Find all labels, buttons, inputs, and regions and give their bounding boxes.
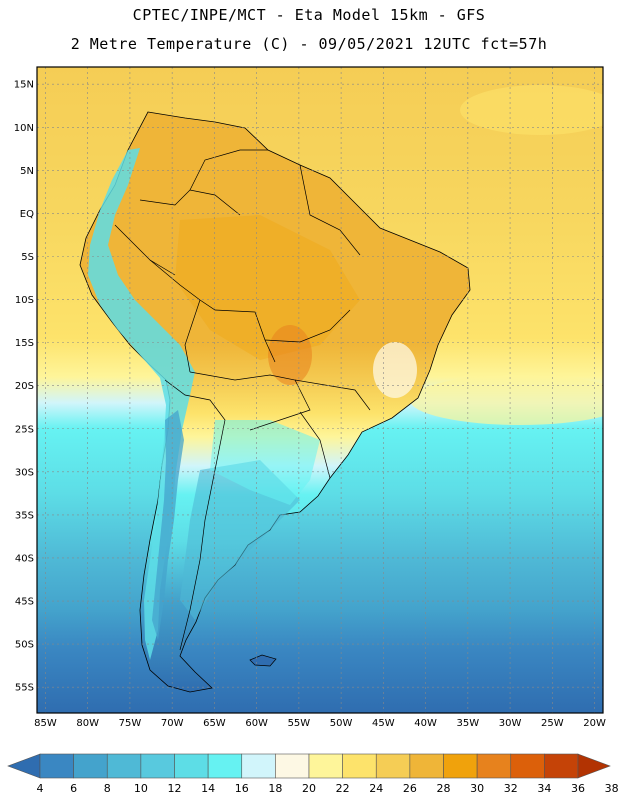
colorbar-tick-label: 32 bbox=[504, 782, 518, 795]
colorbar-tick-label: 6 bbox=[70, 782, 77, 795]
lon-label: 40W bbox=[414, 718, 437, 729]
colorbar-swatch bbox=[207, 753, 243, 779]
lat-label: 50S bbox=[15, 640, 34, 651]
colorbar-tick-label: 28 bbox=[437, 782, 451, 795]
colorbar-swatch bbox=[342, 753, 377, 779]
colorbar-tick-label: 34 bbox=[537, 782, 551, 795]
colorbar-tick-label: 22 bbox=[336, 782, 350, 795]
latitude-labels: 15N 10N 5N EQ 5S 10S 15S 20S 25S 30S 35S 40S 45S 50S 5… bbox=[14, 80, 34, 694]
colorbar-swatch bbox=[174, 753, 209, 779]
warm-ocean-patch bbox=[460, 85, 603, 135]
colorbar-swatch bbox=[544, 753, 579, 779]
lon-label: 20W bbox=[583, 718, 606, 729]
lat-label: 15S bbox=[15, 338, 34, 349]
colorbar-swatch bbox=[443, 753, 478, 779]
lon-label: 55W bbox=[288, 718, 311, 729]
colorbar-tick-label: 24 bbox=[369, 782, 383, 795]
lat-label: 45S bbox=[15, 597, 34, 608]
longitude-labels: 85W 80W 75W 70W 65W 60W 55W 50W 45W 40W 35W 30W 25W 2… bbox=[34, 718, 606, 729]
lon-label: 30W bbox=[499, 718, 522, 729]
colorbar-swatch bbox=[140, 753, 175, 779]
map-area bbox=[37, 67, 603, 713]
colorbar-tick-label: 14 bbox=[201, 782, 215, 795]
country-borders bbox=[114, 149, 371, 651]
colorbar-right-arrow bbox=[577, 753, 611, 779]
lat-label: 55S bbox=[15, 683, 34, 694]
colorbar-swatch bbox=[308, 753, 343, 779]
chart-title-line1: CPTEC/INPE/MCT - Eta Model 15km - GFS bbox=[132, 6, 486, 24]
pampa-mild-area bbox=[210, 420, 320, 505]
colorbar-left-arrow bbox=[7, 753, 41, 779]
pantanal-hot-spot bbox=[268, 325, 312, 385]
colorbar-swatch bbox=[39, 753, 74, 779]
colorbar-swatch bbox=[510, 753, 545, 779]
colorbar-swatch bbox=[73, 753, 108, 779]
colorbar-tick-label: 4 bbox=[37, 782, 44, 795]
colorbar-swatch bbox=[409, 753, 444, 779]
lat-label: 40S bbox=[15, 553, 34, 564]
lat-label: 15N bbox=[14, 80, 34, 91]
andes-coldest-ridge bbox=[152, 410, 184, 640]
lon-label: 80W bbox=[76, 718, 99, 729]
lon-label: 50W bbox=[330, 718, 353, 729]
amazon-warm-area bbox=[175, 215, 360, 360]
lat-label: 35S bbox=[15, 510, 34, 521]
lat-label: 5N bbox=[20, 166, 34, 177]
chart-title-line2: 2 Metre Temperature (C) - 09/05/2021 12U… bbox=[70, 35, 548, 53]
colorbar-tick-label: 36 bbox=[571, 782, 585, 795]
colorbar-swatch bbox=[476, 753, 512, 779]
lat-label: 5S bbox=[21, 252, 34, 263]
lon-label: 65W bbox=[203, 718, 226, 729]
colorbar-tick-label: 30 bbox=[470, 782, 484, 795]
patagonia-cool-area bbox=[180, 460, 300, 620]
lat-label: 30S bbox=[15, 467, 34, 478]
colorbar-tick-label: 16 bbox=[235, 782, 249, 795]
lon-label: 25W bbox=[541, 718, 564, 729]
colorbar-tick-label: 38 bbox=[605, 782, 618, 795]
lon-label: 60W bbox=[245, 718, 268, 729]
colorbar-swatch bbox=[275, 753, 310, 779]
colorbar-tick-label: 26 bbox=[403, 782, 417, 795]
colorbar-tick-label: 10 bbox=[134, 782, 148, 795]
mild-ocean-patch bbox=[410, 375, 603, 425]
lon-label: 70W bbox=[161, 718, 184, 729]
lon-label: 35W bbox=[457, 718, 480, 729]
map-frame bbox=[36, 66, 604, 714]
colorbar-swatch bbox=[375, 753, 411, 779]
colorbar-swatch bbox=[241, 753, 276, 779]
lon-label: 75W bbox=[119, 718, 142, 729]
colorbar-swatch bbox=[106, 753, 142, 779]
lat-label: 10S bbox=[15, 295, 34, 306]
colorbar-tick-label: 8 bbox=[104, 782, 111, 795]
highlands-cool-spot bbox=[373, 342, 417, 398]
colorbar: 4 6 8 10 12 14 16 18 20 22 24 26 28 30 32 34 36 38 bbox=[7, 753, 618, 795]
lat-label: 25S bbox=[15, 424, 34, 435]
lon-label: 85W bbox=[34, 718, 57, 729]
colorbar-tick-label: 20 bbox=[302, 782, 316, 795]
graticule bbox=[37, 67, 603, 713]
lat-label: 20S bbox=[15, 381, 34, 392]
lat-label: EQ bbox=[20, 209, 34, 220]
lon-label: 45W bbox=[372, 718, 395, 729]
colorbar-tick-label: 18 bbox=[268, 782, 282, 795]
lat-label: 10N bbox=[14, 123, 34, 134]
colorbar-tick-label: 12 bbox=[168, 782, 182, 795]
